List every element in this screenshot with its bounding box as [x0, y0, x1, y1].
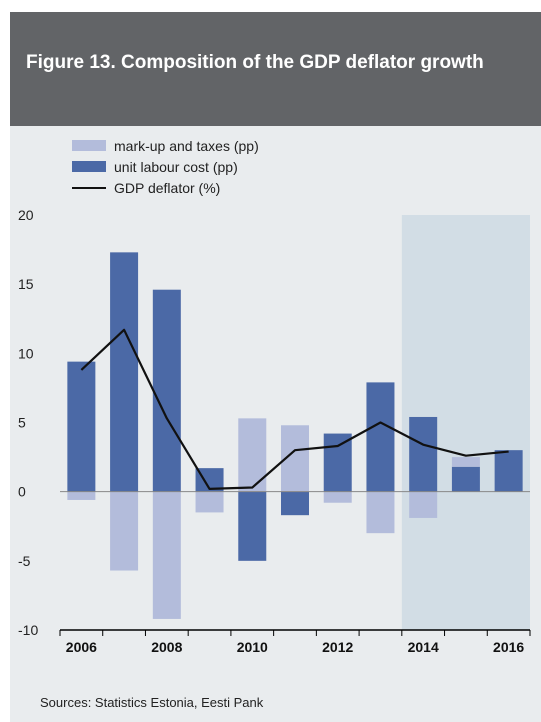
legend-swatch-markup: [72, 140, 106, 151]
y-tick-label: 5: [18, 415, 26, 431]
bar-unit-labour-cost: [409, 416, 438, 492]
bar-unit-labour-cost: [110, 252, 139, 492]
legend-swatch-labour: [72, 161, 106, 172]
legend-label-deflator: GDP deflator (%): [114, 180, 221, 196]
x-tick-label: 2012: [322, 639, 353, 655]
bar-unit-labour-cost: [451, 466, 480, 492]
legend-item-deflator: GDP deflator (%): [20, 179, 320, 197]
legend-label-markup: mark-up and taxes (pp): [114, 138, 259, 154]
bar-markup-taxes: [366, 491, 395, 534]
x-tick-label: 2006: [66, 639, 97, 655]
bar-unit-labour-cost: [366, 382, 395, 492]
y-tick-label: 10: [18, 345, 34, 361]
x-tick-label: 2014: [408, 639, 439, 655]
figure-panel: Figure 13. Composition of the GDP deflat…: [10, 12, 541, 722]
y-tick-label: -10: [18, 622, 38, 638]
bar-markup-taxes: [110, 491, 139, 571]
legend-item-labour: unit labour cost (pp): [20, 158, 320, 176]
bar-markup-taxes: [67, 491, 96, 500]
bar-unit-labour-cost: [494, 450, 523, 492]
bar-unit-labour-cost: [323, 433, 352, 492]
bar-markup-taxes: [152, 491, 181, 619]
legend-label-labour: unit labour cost (pp): [114, 159, 238, 175]
x-tick-label: 2008: [151, 639, 182, 655]
x-tick-label: 2016: [493, 639, 524, 655]
chart-plot: 20 15 10 5 0 -5 -10 2006 2008 2010 2012 2014 2016: [18, 207, 531, 655]
y-tick-label: 15: [18, 276, 34, 292]
bar-markup-taxes: [238, 418, 267, 492]
y-tick-label: 0: [18, 484, 26, 500]
y-tick-label: -5: [18, 553, 31, 569]
source-note: Sources: Statistics Estonia, Eesti Pank: [40, 695, 264, 710]
figure-header: Figure 13. Composition of the GDP deflat…: [10, 12, 541, 126]
bar-unit-labour-cost: [195, 468, 224, 492]
y-tick-label: 20: [18, 207, 34, 223]
bar-unit-labour-cost: [281, 491, 309, 516]
bar-markup-taxes: [451, 457, 480, 467]
bar-unit-labour-cost: [67, 361, 96, 492]
line-gdp-deflator: [80, 328, 509, 490]
bar-markup-taxes: [323, 491, 352, 503]
bar-markup-taxes: [409, 491, 438, 518]
bar-unit-labour-cost: [152, 289, 181, 492]
bar-markup-taxes: [195, 491, 224, 513]
bar-unit-labour-cost: [238, 491, 267, 561]
x-tick-label: 2010: [237, 639, 268, 655]
figure-title: Figure 13. Composition of the GDP deflat…: [26, 52, 484, 73]
legend-item-markup: mark-up and taxes (pp): [20, 137, 320, 155]
legend-swatch-deflator: [72, 187, 106, 189]
